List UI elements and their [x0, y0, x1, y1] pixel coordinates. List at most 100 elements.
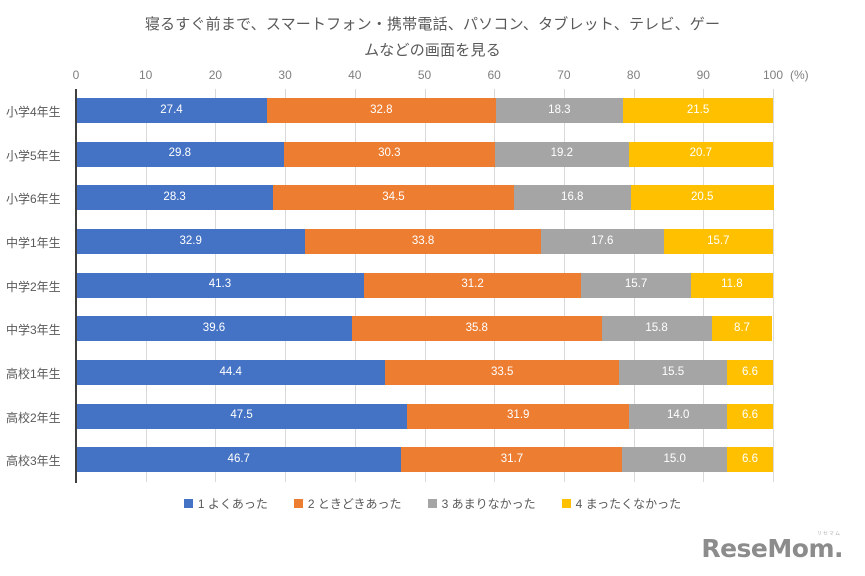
bar-segment: 44.4 — [76, 360, 386, 385]
bar-value-label: 41.3 — [208, 278, 232, 291]
bar-value-label: 33.8 — [411, 234, 435, 247]
bar-segment: 30.3 — [283, 141, 495, 167]
bar-segment: 31.2 — [363, 272, 582, 298]
watermark-text: ReseMom. — [701, 534, 843, 563]
bar-segment: 21.5 — [623, 98, 773, 123]
legend-item-3[interactable]: 3 あまりなかった — [427, 495, 536, 512]
bar-segment: 35.8 — [352, 316, 602, 342]
bar-segment: 15.0 — [622, 447, 727, 473]
stacked-bar: 39.6 35.8 15.8 8.7 — [76, 316, 773, 342]
bar-value-label: 14.0 — [667, 409, 690, 422]
y-category-label: 高校3年生 — [6, 454, 61, 469]
x-tick-100: 100 — [762, 68, 784, 82]
bar-segment: 32.8 — [266, 98, 496, 123]
watermark: リセマム ReseMom. — [701, 532, 843, 563]
bar-value-label: 11.8 — [721, 278, 743, 291]
bar-value-label: 31.2 — [461, 278, 484, 291]
legend-label: 4 まったくなかった — [575, 497, 682, 511]
bar-segment: 31.9 — [407, 403, 630, 429]
watermark-dot: . — [834, 534, 844, 563]
stacked-bar: 27.4 32.8 18.3 21.5 — [76, 98, 773, 123]
bar-value-label: 32.8 — [370, 103, 393, 116]
bar-value-label: 32.9 — [179, 234, 202, 247]
bar-value-label: 6.6 — [741, 453, 758, 466]
legend-swatch-icon — [293, 499, 303, 508]
bar-segment: 20.7 — [628, 141, 773, 167]
x-axis-unit-label: (%) — [790, 68, 809, 82]
bar-value-label: 29.8 — [168, 147, 192, 160]
stacked-bar: 28.3 34.5 16.8 20.5 — [76, 185, 774, 211]
bar-value-label: 19.2 — [550, 147, 573, 160]
bar-segment: 29.8 — [76, 141, 284, 167]
bar-segment: 6.6 — [726, 403, 773, 429]
legend-item-1[interactable]: 1 よくあった — [183, 495, 268, 512]
bar-segment: 15.7 — [581, 272, 691, 298]
bar-value-label: 18.3 — [548, 103, 571, 116]
bar-segment: 8.7 — [711, 316, 773, 342]
stacked-bar: 41.3 31.2 15.7 11.8 — [76, 272, 773, 298]
bar-value-label: 16.8 — [561, 191, 584, 204]
bar-segment: 28.3 — [76, 185, 274, 211]
bar-value-label: 30.3 — [378, 147, 401, 160]
bar-value-label: 33.5 — [491, 365, 514, 378]
chart-row: 27.4 32.8 18.3 21.5 — [76, 89, 773, 133]
bar-value-label: 31.9 — [507, 409, 530, 422]
bar-value-label: 39.6 — [202, 322, 226, 335]
y-category-label: 中学2年生 — [6, 279, 61, 294]
y-category-label: 高校2年生 — [6, 410, 61, 425]
bar-segment: 15.8 — [601, 316, 712, 342]
x-tick-40: 40 — [348, 68, 362, 82]
y-category-label: 小学5年生 — [6, 148, 61, 163]
bar-value-label: 27.4 — [160, 103, 183, 116]
stacked-bar: 29.8 30.3 19.2 20.7 — [76, 141, 773, 167]
bar-segment: 17.6 — [540, 229, 664, 254]
chart-row: 41.3 31.2 15.7 11.8 — [76, 264, 773, 308]
legend-item-2[interactable]: 2 ときどきあった — [293, 495, 402, 512]
bar-value-label: 15.7 — [707, 234, 730, 247]
chart-row: 39.6 35.8 15.8 8.7 — [76, 307, 773, 351]
y-category-label: 中学3年生 — [6, 323, 61, 338]
legend-label: 1 よくあった — [197, 497, 268, 511]
stacked-bar: 44.4 33.5 15.5 6.6 — [76, 360, 773, 385]
x-tick-70: 70 — [557, 68, 571, 82]
bar-segment: 33.8 — [305, 229, 541, 254]
bar-value-label: 6.6 — [741, 365, 758, 378]
legend-item-4[interactable]: 4 まったくなかった — [561, 495, 682, 512]
stacked-bar: 47.5 31.9 14.0 6.6 — [76, 403, 773, 429]
bar-value-label: 21.5 — [686, 103, 710, 116]
bar-value-label: 15.7 — [624, 278, 648, 291]
bar-value-label: 8.7 — [733, 322, 750, 335]
bar-segment: 20.5 — [630, 185, 774, 211]
bar-segment: 39.6 — [76, 316, 352, 342]
bar-segment: 18.3 — [495, 98, 624, 123]
bar-segment: 34.5 — [273, 185, 514, 211]
bar-value-label: 31.7 — [500, 453, 524, 466]
gridline-100 — [773, 89, 774, 482]
bar-segment: 14.0 — [629, 403, 727, 429]
bar-segment: 27.4 — [76, 98, 267, 123]
bar-value-label: 20.5 — [691, 191, 714, 204]
chart-row: 44.4 33.5 15.5 6.6 — [76, 351, 773, 395]
y-axis-line — [75, 89, 77, 483]
bar-value-label: 17.6 — [591, 234, 614, 247]
bar-value-label: 15.5 — [661, 365, 685, 378]
stacked-bar: 46.7 31.7 15.0 6.6 — [76, 447, 773, 473]
legend-swatch-icon — [183, 499, 193, 508]
chart-row: 32.9 33.8 17.6 15.7 — [76, 220, 773, 264]
y-category-label: 小学6年生 — [6, 192, 61, 207]
bar-segment: 15.5 — [618, 360, 727, 385]
bar-segment: 11.8 — [690, 272, 773, 298]
y-category-label: 中学1年生 — [6, 235, 61, 250]
x-tick-20: 20 — [208, 68, 223, 82]
bar-segment: 33.5 — [385, 360, 619, 385]
bar-value-label: 47.5 — [230, 409, 253, 422]
x-tick-30: 30 — [278, 68, 292, 82]
bar-value-label: 20.7 — [689, 147, 713, 160]
y-category-label: 高校1年生 — [6, 366, 61, 381]
bar-value-label: 34.5 — [382, 191, 405, 204]
legend-swatch-icon — [561, 499, 571, 508]
bar-value-label: 35.8 — [465, 322, 488, 335]
x-tick-0: 0 — [72, 68, 80, 82]
bar-segment: 31.7 — [401, 447, 623, 473]
